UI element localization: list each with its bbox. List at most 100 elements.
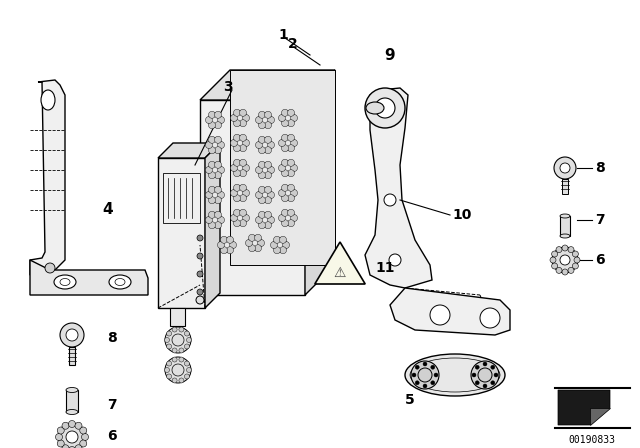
Circle shape bbox=[255, 245, 262, 252]
Circle shape bbox=[214, 122, 221, 129]
Circle shape bbox=[234, 195, 241, 202]
Text: 11: 11 bbox=[375, 261, 395, 275]
Circle shape bbox=[221, 247, 227, 254]
Circle shape bbox=[166, 331, 172, 336]
Circle shape bbox=[243, 215, 250, 221]
Circle shape bbox=[184, 344, 189, 349]
Circle shape bbox=[483, 362, 487, 366]
Circle shape bbox=[280, 236, 287, 243]
Circle shape bbox=[220, 238, 234, 252]
Text: 6: 6 bbox=[595, 253, 605, 267]
Circle shape bbox=[230, 139, 237, 146]
Circle shape bbox=[234, 209, 241, 216]
Circle shape bbox=[218, 142, 225, 148]
Circle shape bbox=[230, 164, 237, 172]
Circle shape bbox=[365, 88, 405, 128]
Circle shape bbox=[281, 161, 295, 175]
Circle shape bbox=[214, 111, 221, 118]
Polygon shape bbox=[205, 143, 220, 308]
Circle shape bbox=[214, 172, 221, 179]
Circle shape bbox=[233, 211, 247, 225]
Circle shape bbox=[197, 289, 203, 295]
Circle shape bbox=[239, 170, 246, 177]
Circle shape bbox=[209, 222, 216, 228]
Circle shape bbox=[80, 427, 87, 434]
Circle shape bbox=[278, 164, 285, 172]
Circle shape bbox=[278, 190, 285, 197]
Circle shape bbox=[205, 167, 212, 173]
Circle shape bbox=[172, 357, 177, 362]
Circle shape bbox=[491, 365, 495, 369]
Circle shape bbox=[208, 113, 222, 127]
Circle shape bbox=[218, 216, 225, 224]
Circle shape bbox=[552, 263, 557, 269]
Circle shape bbox=[255, 167, 262, 173]
Circle shape bbox=[259, 122, 266, 129]
Polygon shape bbox=[390, 288, 510, 335]
Circle shape bbox=[562, 245, 568, 251]
Polygon shape bbox=[170, 308, 185, 326]
Circle shape bbox=[81, 434, 88, 440]
Circle shape bbox=[287, 220, 294, 227]
Text: 9: 9 bbox=[385, 47, 396, 63]
Circle shape bbox=[62, 422, 69, 429]
Text: 4: 4 bbox=[102, 202, 113, 217]
Circle shape bbox=[282, 184, 289, 191]
Polygon shape bbox=[558, 390, 610, 425]
Circle shape bbox=[281, 186, 295, 200]
Circle shape bbox=[75, 445, 82, 448]
Circle shape bbox=[291, 139, 298, 146]
Circle shape bbox=[291, 190, 298, 197]
Text: 7: 7 bbox=[107, 398, 117, 412]
Text: 5: 5 bbox=[405, 393, 415, 407]
Circle shape bbox=[230, 115, 237, 121]
Circle shape bbox=[234, 145, 241, 152]
Circle shape bbox=[234, 159, 241, 166]
Circle shape bbox=[476, 365, 479, 369]
Text: ⚠: ⚠ bbox=[333, 266, 346, 280]
Circle shape bbox=[184, 361, 189, 366]
Circle shape bbox=[172, 327, 177, 332]
Circle shape bbox=[184, 374, 189, 379]
Circle shape bbox=[476, 381, 479, 385]
Circle shape bbox=[68, 421, 76, 427]
Circle shape bbox=[179, 348, 184, 353]
Circle shape bbox=[384, 194, 396, 206]
Circle shape bbox=[239, 220, 246, 227]
Circle shape bbox=[259, 222, 266, 228]
Circle shape bbox=[248, 234, 255, 241]
Circle shape bbox=[197, 271, 203, 277]
Circle shape bbox=[239, 145, 246, 152]
Circle shape bbox=[259, 172, 266, 179]
Polygon shape bbox=[230, 70, 335, 265]
Circle shape bbox=[259, 197, 266, 204]
Circle shape bbox=[214, 211, 221, 218]
Circle shape bbox=[214, 197, 221, 204]
Circle shape bbox=[281, 211, 295, 225]
Circle shape bbox=[243, 115, 250, 121]
Circle shape bbox=[264, 161, 271, 168]
Circle shape bbox=[164, 337, 170, 343]
Ellipse shape bbox=[66, 409, 78, 414]
Circle shape bbox=[248, 245, 255, 252]
Ellipse shape bbox=[54, 275, 76, 289]
Circle shape bbox=[472, 373, 476, 377]
Circle shape bbox=[480, 308, 500, 328]
Circle shape bbox=[572, 251, 579, 257]
Circle shape bbox=[214, 222, 221, 228]
Circle shape bbox=[208, 138, 222, 152]
Text: 1: 1 bbox=[278, 28, 288, 42]
Circle shape bbox=[282, 209, 289, 216]
Circle shape bbox=[66, 329, 78, 341]
Circle shape bbox=[423, 384, 427, 388]
Circle shape bbox=[560, 163, 570, 173]
Circle shape bbox=[278, 139, 285, 146]
Polygon shape bbox=[158, 143, 220, 158]
Circle shape bbox=[491, 381, 495, 385]
Circle shape bbox=[568, 267, 574, 273]
Circle shape bbox=[550, 257, 556, 263]
Circle shape bbox=[234, 220, 241, 227]
Circle shape bbox=[259, 111, 266, 118]
Polygon shape bbox=[200, 70, 335, 100]
Circle shape bbox=[197, 253, 203, 259]
